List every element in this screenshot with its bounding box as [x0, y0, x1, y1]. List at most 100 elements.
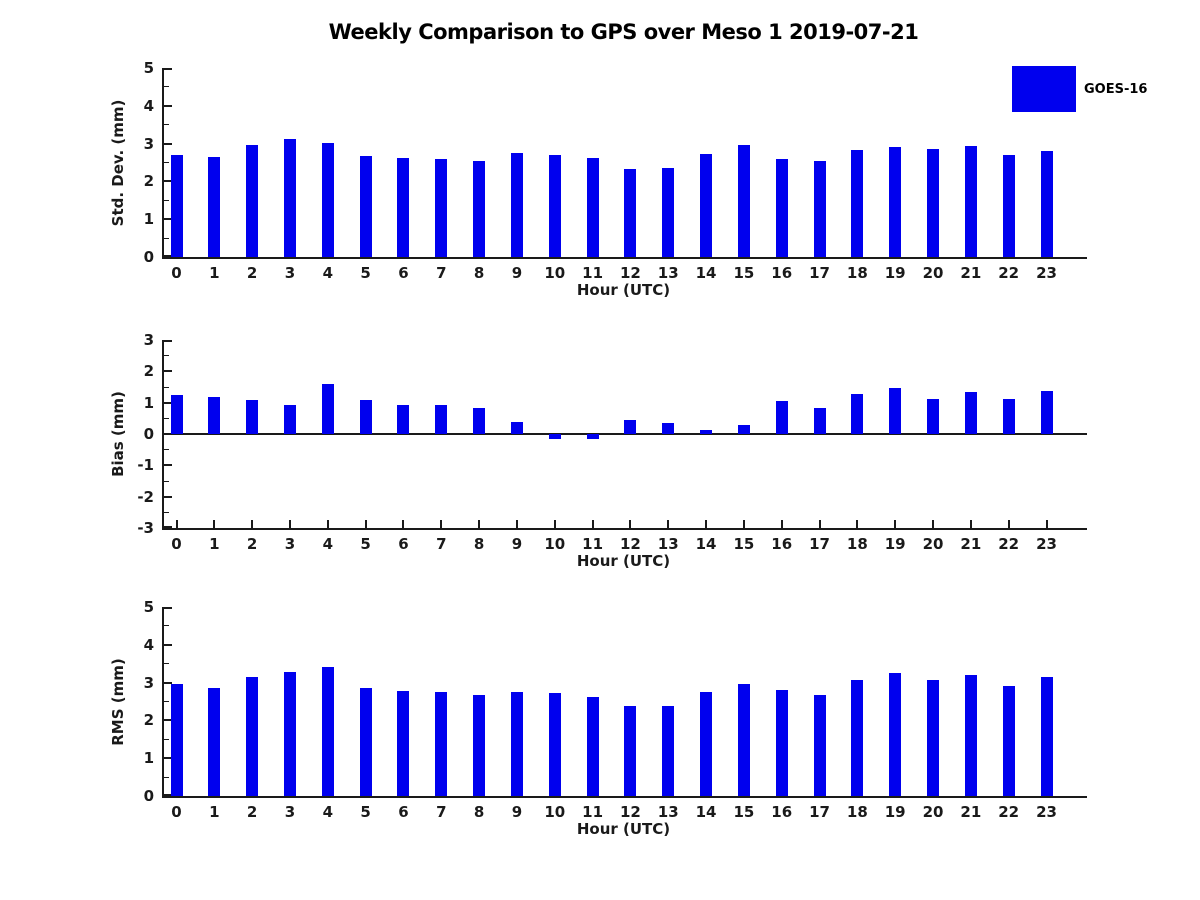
y-tick-major	[164, 526, 172, 528]
x-tick-label: 11	[582, 264, 604, 282]
y-tick-major	[164, 218, 172, 221]
bar-hour-21	[964, 146, 977, 257]
x-tick-label: 13	[657, 803, 679, 821]
x-tick-label: 20	[922, 535, 944, 553]
y-tick-minor	[164, 701, 169, 702]
bar-hour-17	[813, 160, 826, 257]
x-tick-label: 20	[922, 264, 944, 282]
y-tick-minor	[164, 480, 169, 482]
x-tick-label: 1	[209, 535, 220, 553]
x-tick-label: 7	[436, 535, 447, 553]
y-tick-minor	[164, 162, 169, 163]
bar-hour-17	[813, 408, 826, 434]
bar-hour-23	[1040, 677, 1053, 796]
bar-hour-1	[208, 397, 221, 434]
y-tick-label: 1	[143, 210, 154, 229]
bar-hour-0	[170, 394, 183, 434]
y-tick-minor	[164, 124, 169, 126]
bar-hour-6	[397, 157, 410, 257]
bar-hour-13	[662, 706, 675, 796]
y-tick-major	[164, 719, 172, 722]
y-tick-label: 5	[143, 59, 154, 77]
x-tick-label: 12	[619, 264, 641, 282]
bar-hour-17	[813, 695, 826, 796]
bar-hour-9	[510, 153, 523, 257]
x-tick-label: 14	[695, 535, 717, 553]
y-tick-minor	[164, 86, 169, 88]
x-tick-label: 9	[511, 264, 523, 282]
x-tick-major	[478, 520, 481, 528]
y-tick-label: 0	[143, 248, 154, 266]
x-axis-label-hour-utc: Hour (UTC)	[576, 820, 671, 838]
y-tick-label: 1	[143, 749, 154, 768]
x-tick-label: 15	[733, 264, 755, 282]
y-tick-major	[164, 255, 172, 257]
bar-hour-8	[473, 695, 486, 796]
y-tick-minor	[164, 199, 169, 201]
x-tick-label: 18	[846, 264, 868, 282]
y-tick-major	[164, 681, 172, 684]
bar-hour-18	[851, 393, 864, 434]
x-tick-label: 23	[1036, 535, 1057, 553]
legend-swatch-goes16	[1012, 66, 1076, 112]
bar-hour-5	[359, 399, 372, 434]
bar-hour-16	[775, 401, 788, 434]
y-tick-label: -1	[137, 456, 154, 475]
y-tick-label: 2	[143, 362, 154, 381]
x-tick-major	[213, 520, 216, 528]
x-tick-label: 6	[398, 803, 409, 821]
y-tick-label: 0	[143, 425, 154, 443]
x-tick-label: 16	[771, 264, 793, 282]
x-tick-label: 22	[998, 264, 1020, 282]
y-tick-label: 3	[143, 134, 154, 153]
bar-hour-11	[586, 158, 599, 257]
bar-hour-18	[851, 149, 864, 257]
bar-hour-12	[624, 419, 637, 434]
x-tick-major	[894, 520, 897, 528]
bar-hour-23	[1040, 390, 1053, 434]
bar-hour-16	[775, 690, 788, 796]
x-tick-label: 0	[171, 535, 182, 553]
y-tick-label: 0	[143, 787, 154, 805]
bar-hour-19	[889, 672, 902, 796]
legend-label: GOES-16	[1084, 81, 1148, 97]
bar-hour-20	[927, 679, 940, 796]
x-tick-label: 21	[960, 535, 982, 553]
bar-hour-1	[208, 687, 221, 796]
bar-hour-10	[548, 693, 561, 796]
x-tick-label: 1	[209, 264, 220, 282]
y-tick-label: 5	[143, 598, 154, 616]
x-tick-label: 12	[619, 535, 641, 553]
figure-title: Weekly Comparison to GPS over Meso 1 201…	[328, 20, 919, 44]
bar-hour-18	[851, 679, 864, 796]
y-axis-label-std-dev: Std. Dev. (mm)	[109, 99, 127, 227]
x-tick-label: 5	[360, 803, 371, 821]
x-tick-major	[629, 520, 632, 528]
x-tick-label: 0	[171, 803, 182, 821]
y-tick-major	[164, 643, 172, 646]
bar-hour-3	[283, 672, 296, 796]
bar-hour-15	[737, 145, 750, 257]
bar-hour-22	[1002, 154, 1015, 257]
y-tick-label: 3	[143, 673, 154, 692]
x-tick-major	[364, 520, 367, 528]
bar-hour-21	[964, 675, 977, 796]
y-tick-major	[164, 142, 172, 145]
x-tick-label: 5	[360, 535, 371, 553]
bar-hour-0	[170, 684, 183, 796]
y-tick-minor	[164, 237, 169, 239]
x-tick-label: 8	[473, 803, 485, 821]
x-tick-label: 3	[284, 535, 296, 553]
x-tick-label: 3	[284, 803, 296, 821]
x-tick-label: 13	[657, 264, 679, 282]
bar-hour-14	[700, 692, 713, 796]
y-tick-major	[164, 495, 172, 498]
bar-hour-0	[170, 154, 183, 257]
x-tick-label: 15	[733, 535, 755, 553]
bar-hour-12	[624, 168, 637, 257]
x-tick-label: 9	[511, 803, 523, 821]
x-tick-label: 6	[398, 264, 409, 282]
x-tick-label: 2	[246, 264, 258, 282]
bar-hour-4	[321, 384, 334, 434]
bar-hour-2	[246, 399, 259, 434]
